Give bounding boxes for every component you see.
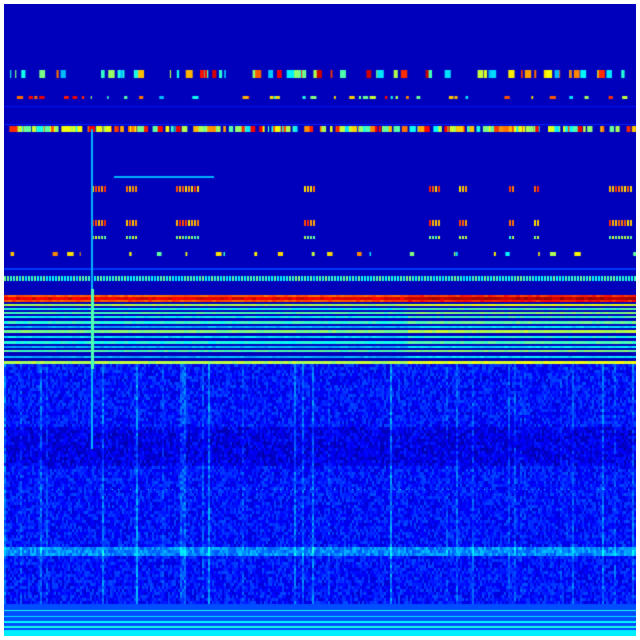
spectrogram-image	[4, 4, 636, 636]
